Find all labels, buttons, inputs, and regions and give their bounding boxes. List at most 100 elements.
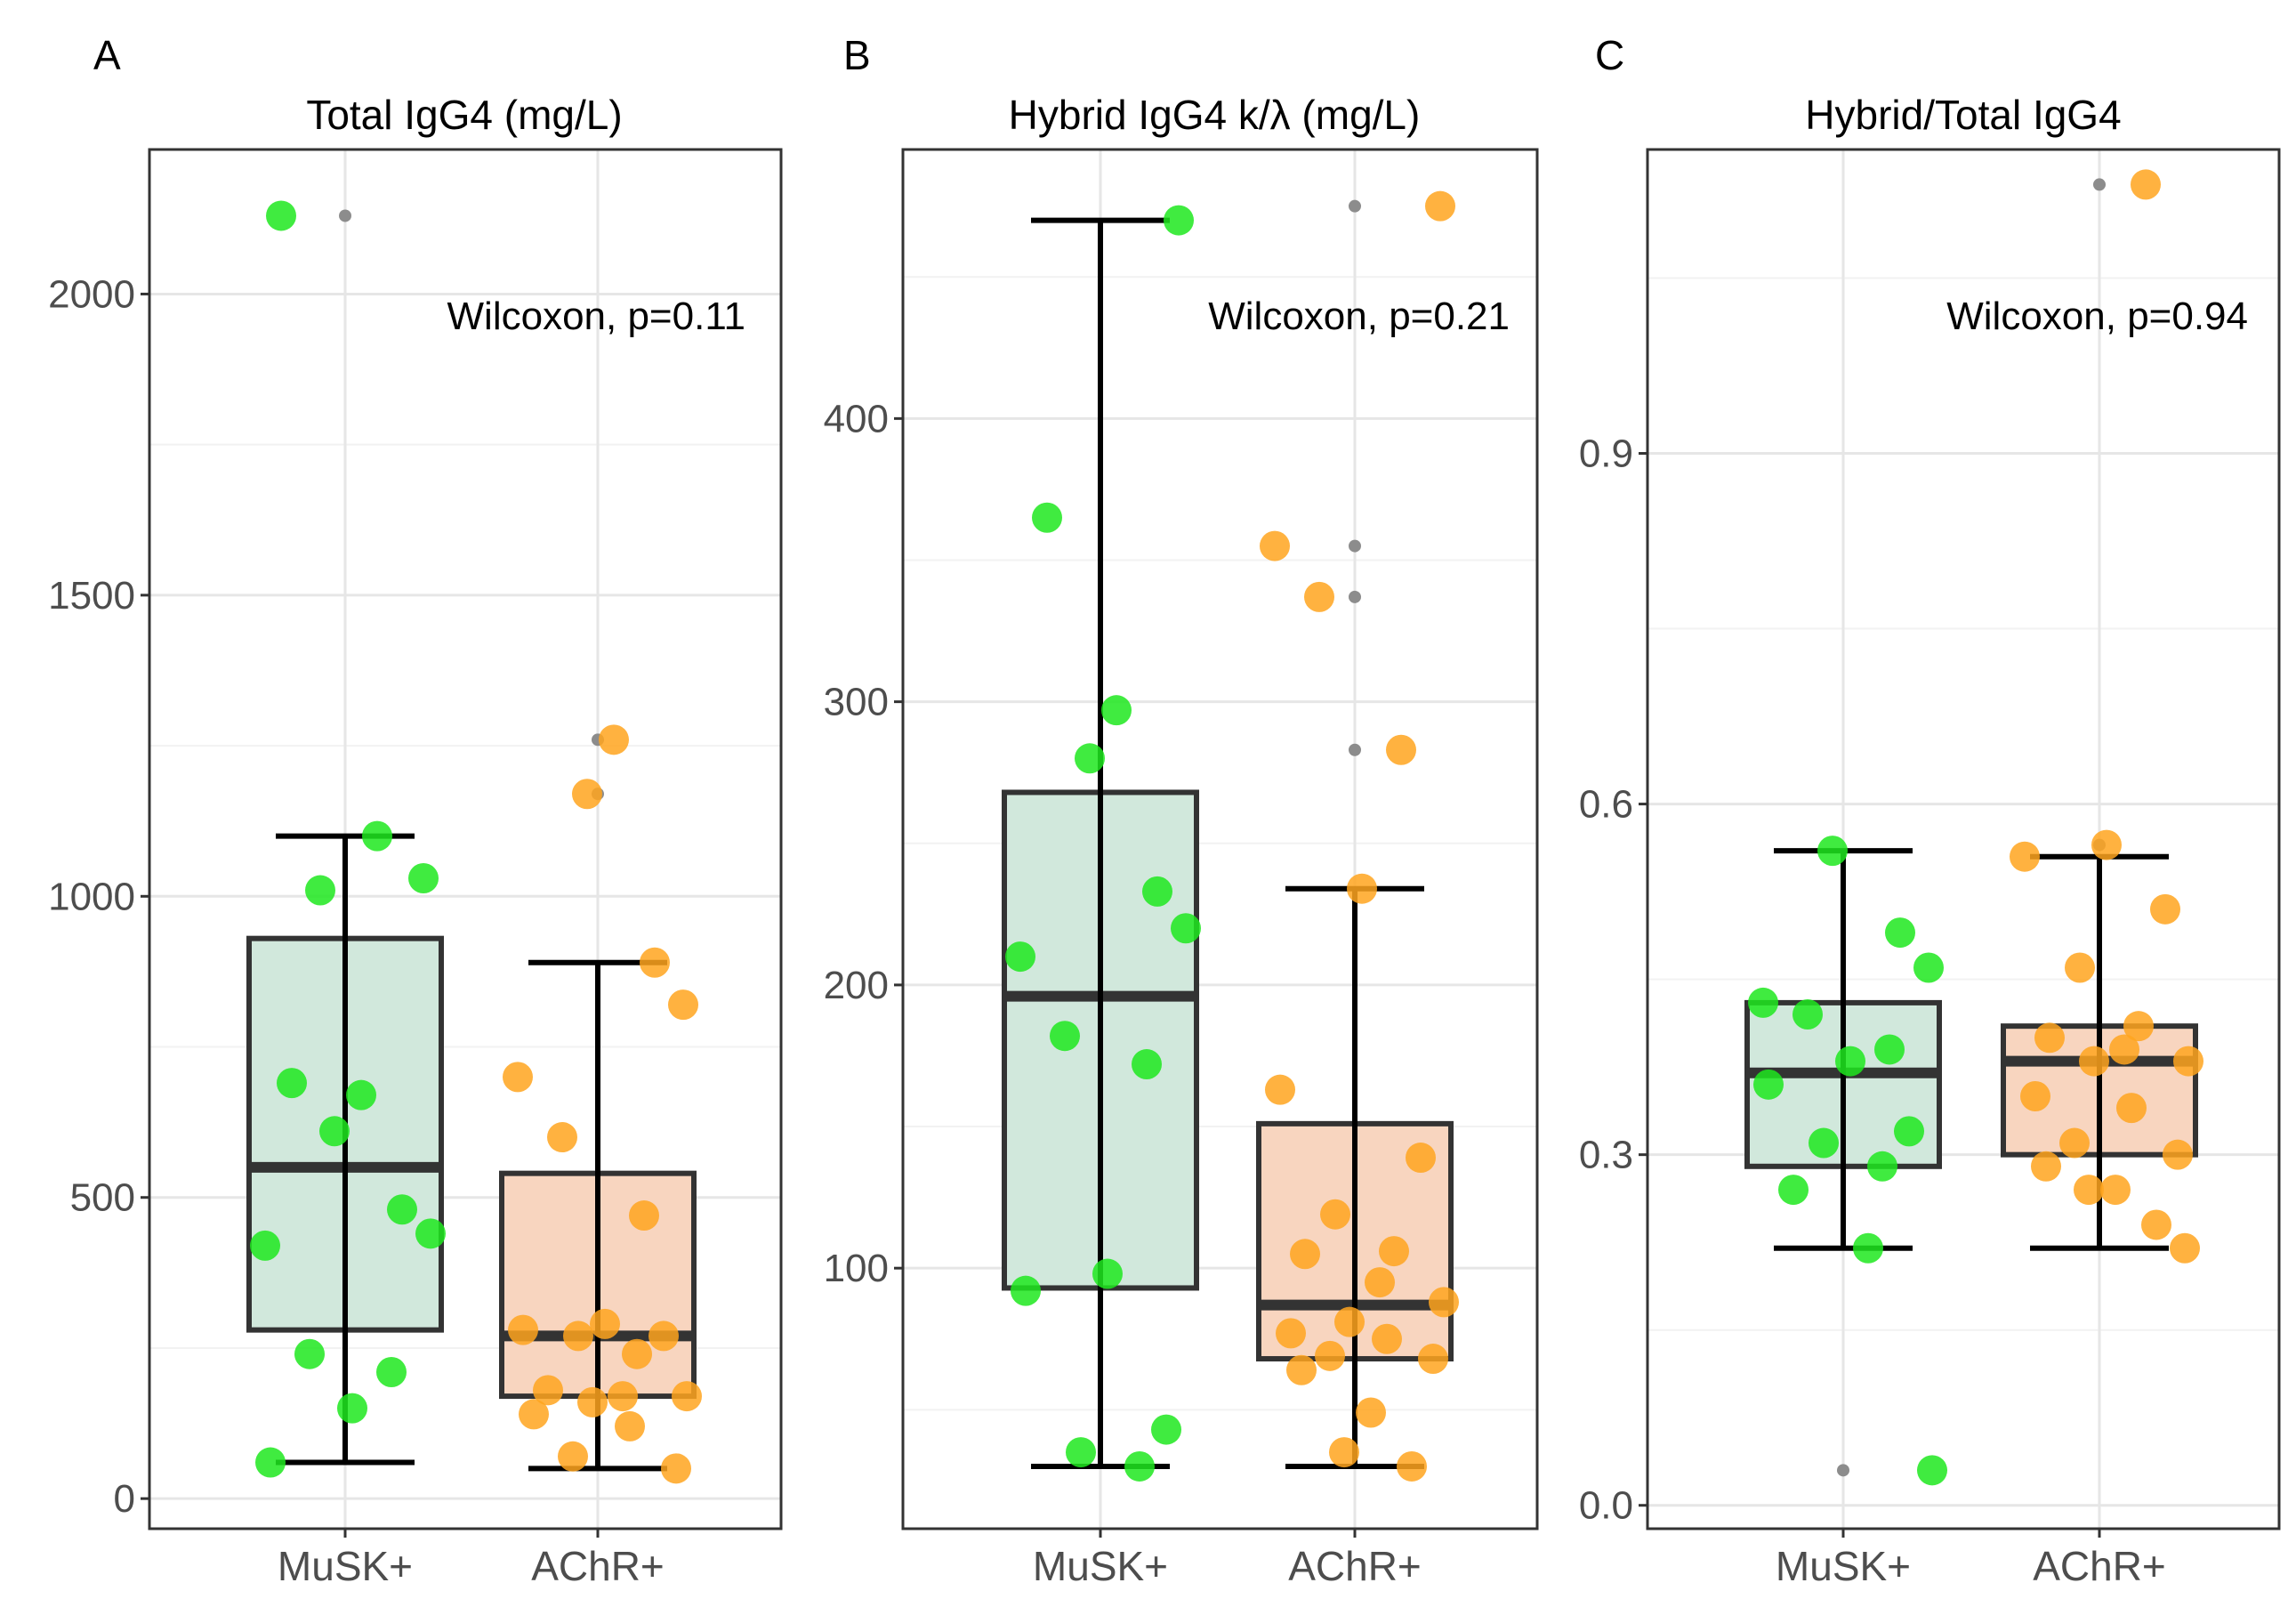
panel-a-point-musk <box>266 200 296 231</box>
panel-c-category-label: MuSK+ <box>1776 1543 1911 1589</box>
panel-b-point-musk <box>1032 502 1062 533</box>
panel-a-y-tick-label: 500 <box>70 1176 135 1220</box>
panel-b-point-achr <box>1425 190 1455 222</box>
panel-b-y-axis: 100 200 300 400 <box>824 397 903 1290</box>
panel-a-y-tick-label: 1500 <box>48 574 135 618</box>
panel-b-y-tick-label: 200 <box>824 964 889 1007</box>
panel-a-category-label: MuSK+ <box>278 1543 413 1589</box>
panel-b-point-musk <box>1151 1414 1181 1445</box>
panel-c-point-achr <box>2163 1139 2193 1170</box>
panel-a-frame <box>148 148 783 1530</box>
panel-a-letter: A <box>93 32 121 78</box>
panel-a-point-musk <box>362 820 392 852</box>
panel-c-point-musk <box>1792 999 1823 1030</box>
panel-c-frame <box>1646 148 2281 1530</box>
panel-a-boxes <box>246 833 697 1472</box>
panel-c-point-musk <box>1817 836 1848 867</box>
panel-b-point-achr <box>1397 1450 1427 1482</box>
panel-c-y-axis: 0.0 0.3 0.6 0.9 <box>1579 432 1647 1528</box>
panel-b-point-musk <box>1005 941 1035 973</box>
panel-b-point-achr <box>1347 873 1377 904</box>
panel-c-y-tick-label: 0.6 <box>1579 783 1633 827</box>
panel-b-point-achr <box>1386 734 1416 765</box>
panel-b: B Hybrid IgG4 k/λ (mg/L) 100 200 300 400 Mu… <box>824 32 1539 1589</box>
panel-c-point-achr <box>2123 1011 2154 1042</box>
panel-c-point-achr <box>2131 169 2161 200</box>
panel-c-point-achr <box>2020 1080 2050 1111</box>
panel-a-title: Total IgG4 (mg/L) <box>306 92 622 138</box>
panel-b-point-achr <box>1429 1287 1459 1318</box>
panel-c-point-musk <box>1809 1127 1839 1159</box>
panel-a-point-musk <box>305 875 335 906</box>
panel-b-outlier-point <box>1349 539 1361 553</box>
panel-a-point-achr <box>668 989 698 1021</box>
panel-b-point-achr <box>1329 1437 1359 1468</box>
panel-c-y-tick-label: 0.3 <box>1579 1134 1633 1177</box>
panel-a-outlier-point <box>339 209 351 222</box>
panel-a-point-musk <box>319 1116 350 1147</box>
panel-c-point-achr <box>2173 1046 2203 1077</box>
panel-b-y-tick-label: 300 <box>824 681 889 724</box>
panel-a-point-achr <box>572 779 602 810</box>
panel-a-point-musk <box>277 1068 307 1099</box>
panel-a-point-achr <box>563 1320 593 1352</box>
panel-c: C Hybrid/Total IgG4 0.0 0.3 0.6 0.9 MuSK+ AC… <box>1579 32 2281 1589</box>
panel-b-point-achr <box>1372 1323 1402 1354</box>
panel-b-point-achr <box>1304 581 1334 612</box>
panel-b-point-musk <box>1132 1049 1162 1080</box>
panel-a-point-achr <box>503 1062 533 1093</box>
panel-b-point-achr <box>1320 1199 1350 1230</box>
panel-c-point-achr <box>2150 893 2180 925</box>
panel-a-point-achr <box>608 1381 638 1412</box>
panel-a-points <box>250 200 702 1484</box>
panel-b-wilcoxon-annotation: Wilcoxon, p=0.21 <box>1208 295 1510 338</box>
panel-a-point-achr <box>615 1410 645 1442</box>
panel-c-point-achr <box>2100 1175 2131 1206</box>
panel-c-point-musk <box>1894 1116 1924 1147</box>
panel-b-point-achr <box>1406 1143 1436 1174</box>
panel-c-outlier-point <box>1837 1464 1849 1477</box>
panel-c-point-achr <box>2031 1151 2061 1182</box>
panel-a-point-musk <box>387 1194 417 1225</box>
panel-a-point-achr <box>519 1399 549 1430</box>
panel-b-category-label: AChR+ <box>1288 1543 1422 1589</box>
panel-c-point-achr <box>2170 1232 2200 1264</box>
panel-b-point-musk <box>1101 695 1132 726</box>
panel-b-outlier-point <box>1349 199 1361 213</box>
panel-a-point-achr <box>661 1453 691 1484</box>
panel-b-point-achr <box>1334 1306 1365 1337</box>
panel-c-point-achr <box>2109 1034 2139 1065</box>
panel-b-title: Hybrid IgG4 k/λ (mg/L) <box>1009 92 1421 138</box>
panel-a-wilcoxon-annotation: Wilcoxon, p=0.11 <box>447 295 745 338</box>
panel-b-point-achr <box>1356 1397 1386 1428</box>
panel-a: A Total IgG4 (mg/L) 0 500 1000 1500 2000 MuS… <box>48 32 783 1589</box>
panel-a-point-achr <box>629 1200 659 1232</box>
panel-c-point-musk <box>1885 917 1915 949</box>
panel-b-point-achr <box>1365 1267 1395 1298</box>
panel-c-point-musk <box>1753 1069 1784 1100</box>
panel-a-point-achr <box>672 1381 702 1412</box>
panel-a-y-tick-label: 2000 <box>48 272 135 316</box>
panel-c-x-axis: MuSK+ AChR+ <box>1776 1529 2166 1589</box>
panel-b-point-musk <box>1011 1275 1041 1306</box>
panel-a-point-musk <box>408 862 439 893</box>
panel-a-y-tick-label: 1000 <box>48 875 135 918</box>
panel-c-grid <box>1647 149 2279 1529</box>
panel-c-point-achr <box>2065 952 2095 983</box>
panel-b-outlier-point <box>1349 743 1361 756</box>
panel-b-point-achr <box>1286 1354 1317 1385</box>
panel-b-letter: B <box>843 32 871 78</box>
panel-c-points <box>1748 169 2203 1486</box>
panel-c-point-achr <box>2059 1127 2090 1159</box>
panel-b-point-musk <box>1092 1258 1123 1289</box>
panel-a-y-tick-label: 0 <box>114 1477 135 1521</box>
panel-c-point-achr <box>2079 1046 2109 1077</box>
panel-a-category-label: AChR+ <box>531 1543 665 1589</box>
panel-b-point-achr <box>1418 1344 1448 1375</box>
panel-a-y-axis: 0 500 1000 1500 2000 <box>48 272 149 1521</box>
panel-a-point-achr <box>508 1314 538 1345</box>
panel-a-point-musk <box>415 1218 446 1249</box>
panel-b-category-label: MuSK+ <box>1033 1543 1168 1589</box>
panel-c-point-achr <box>2034 1022 2065 1054</box>
panel-a-point-achr <box>599 724 629 755</box>
